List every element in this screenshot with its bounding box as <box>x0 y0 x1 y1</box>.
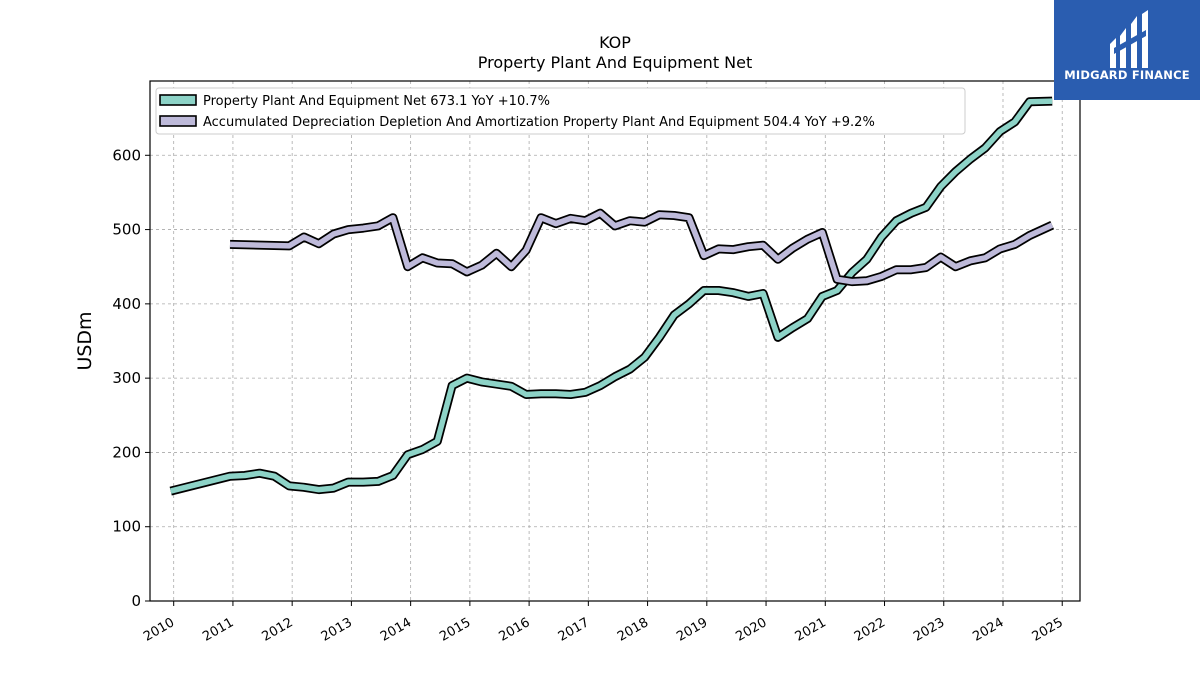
x-tick-label: 2020 <box>733 615 769 645</box>
x-tick-label: 2023 <box>911 615 947 645</box>
y-tick-label: 600 <box>112 146 141 164</box>
x-tick-label: 2021 <box>793 615 829 645</box>
x-tick-label: 2024 <box>970 615 1006 645</box>
x-tick-label: 2022 <box>852 615 888 645</box>
series-line-1 <box>229 210 1054 285</box>
x-axis: 2010 2011 2012 2013 2014 2015 2016 2017 2018 2019… <box>141 601 1066 645</box>
legend-swatch-accumulated-depreciation <box>159 115 197 127</box>
x-tick-label: 2011 <box>200 615 236 645</box>
legend-swatch-ppe-net <box>159 94 197 106</box>
series-line-0 <box>170 98 1053 494</box>
midgard-finance-logo: MIDGARD FINANCE <box>1054 0 1200 100</box>
y-tick-label: 200 <box>112 443 141 461</box>
chart-subtitle: Property Plant And Equipment Net <box>478 53 753 72</box>
x-tick-label: 2017 <box>556 615 592 645</box>
grid <box>150 81 1080 601</box>
legend: Property Plant And Equipment Net 673.1 Y… <box>155 87 966 135</box>
chart-title: KOP <box>599 33 631 52</box>
legend-box <box>155 87 966 135</box>
y-tick-label: 0 <box>131 592 141 610</box>
x-tick-label: 2015 <box>437 615 473 645</box>
y-tick-label: 100 <box>112 518 141 536</box>
legend-label-ppe-net: Property Plant And Equipment Net 673.1 Y… <box>203 94 550 109</box>
series-layer <box>169 96 1055 496</box>
y-axis: 0 100 200 300 400 500 600 <box>112 146 150 610</box>
y-tick-label: 400 <box>112 295 141 313</box>
y-tick-label: 500 <box>112 221 141 239</box>
series-line-outline-0 <box>169 96 1053 496</box>
x-tick-label: 2014 <box>378 615 414 645</box>
x-tick-label: 2010 <box>141 615 177 645</box>
legend-label-accumulated-depreciation: Accumulated Depreciation Depletion And A… <box>203 115 875 130</box>
plot-frame <box>149 80 1081 602</box>
y-axis-label: USDm <box>74 311 96 370</box>
x-tick-label: 2013 <box>319 615 355 645</box>
logo-text: MIDGARD FINANCE <box>1064 68 1190 82</box>
y-tick-label: 300 <box>112 369 141 387</box>
x-tick-label: 2019 <box>674 615 710 645</box>
x-tick-label: 2025 <box>1030 615 1066 645</box>
logo-mark-icon <box>1110 10 1148 68</box>
x-tick-label: 2018 <box>615 615 651 645</box>
x-tick-label: 2012 <box>260 615 296 645</box>
x-tick-label: 2016 <box>496 615 532 645</box>
